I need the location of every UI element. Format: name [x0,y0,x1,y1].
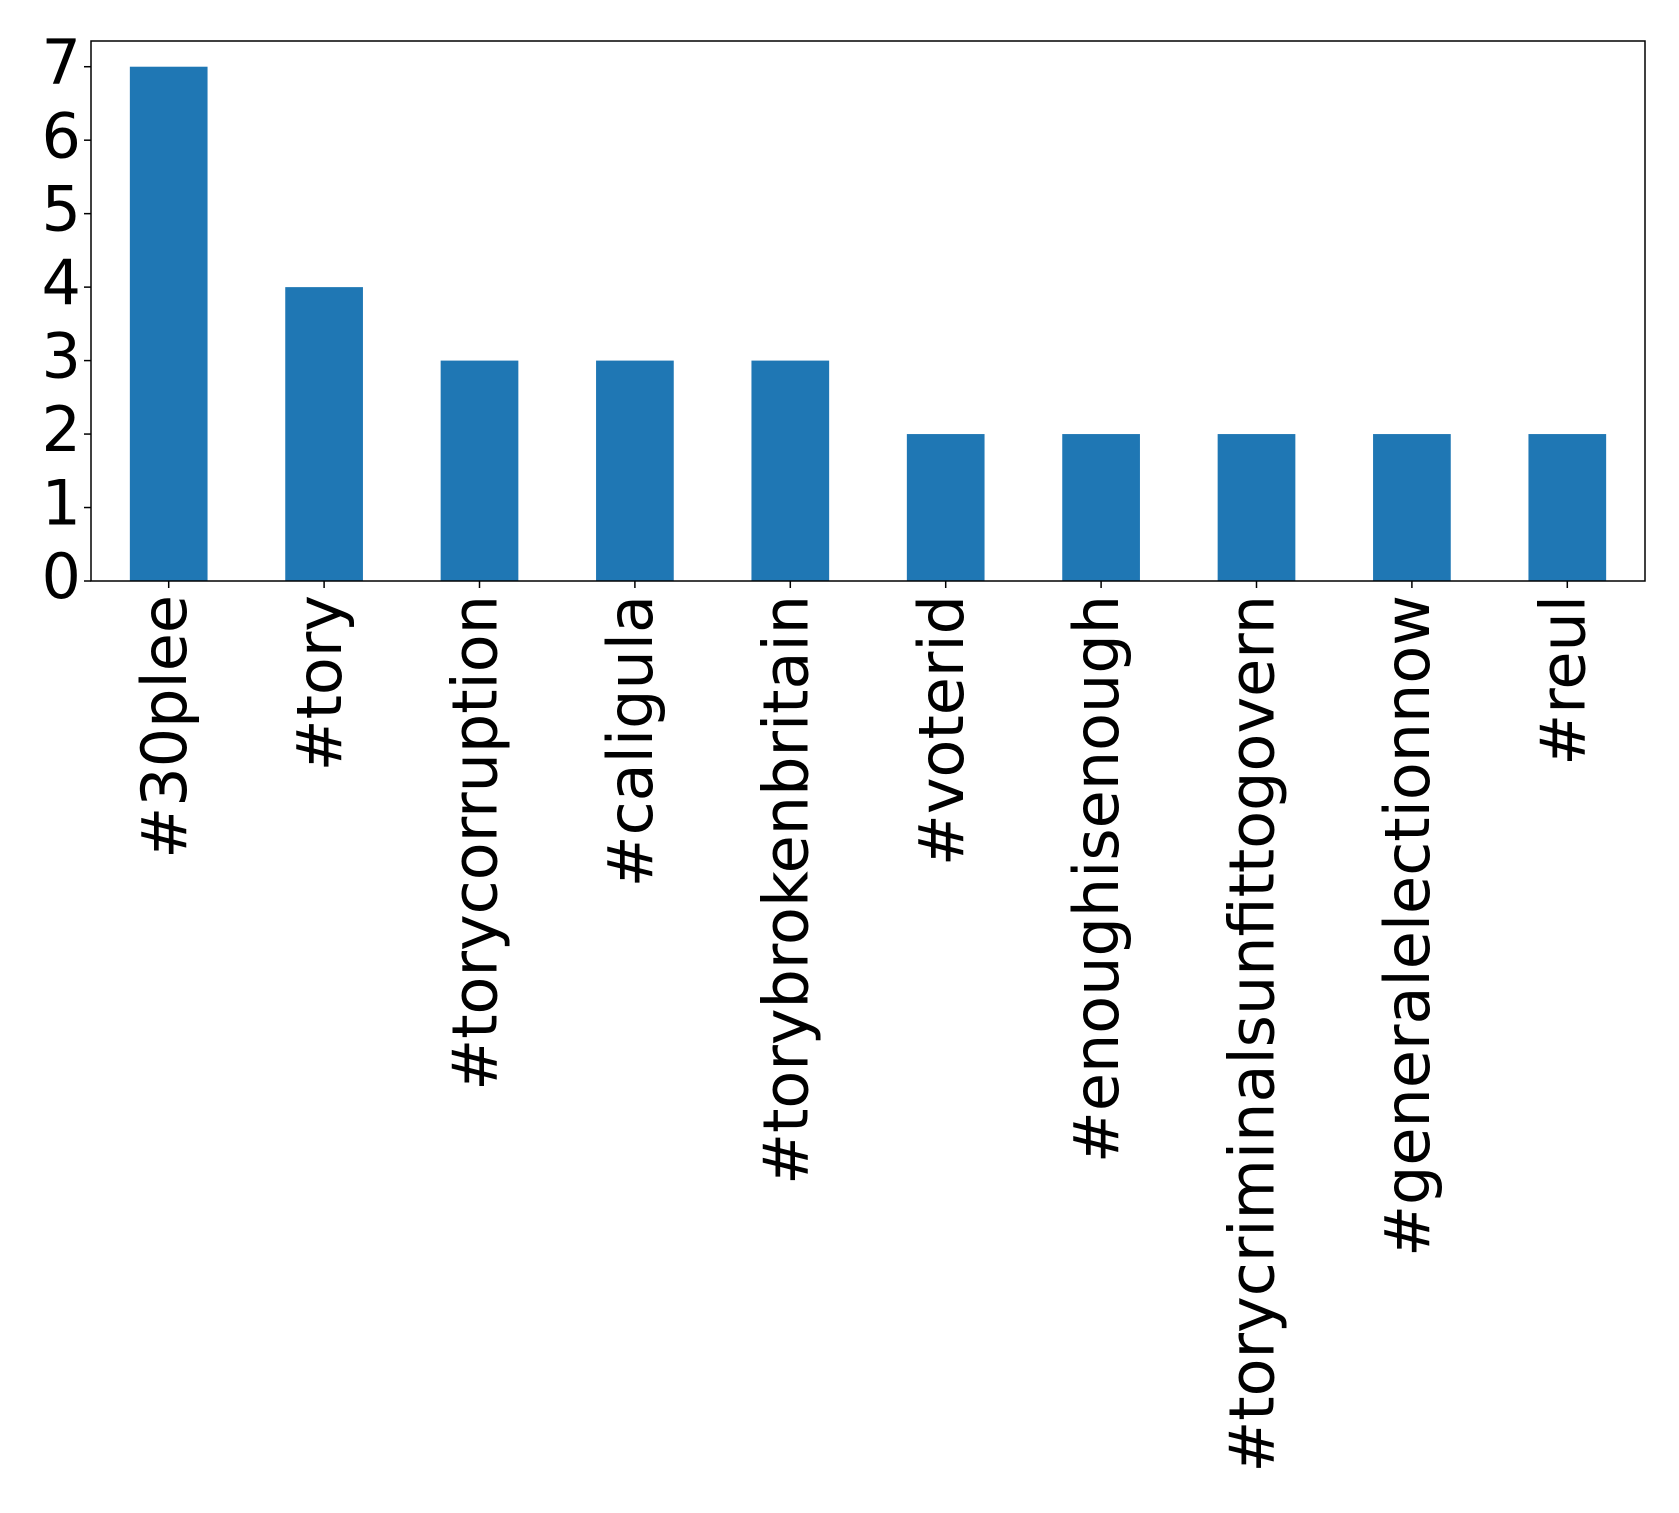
x-tick-label: #30plee [128,595,201,859]
bar [1062,434,1140,581]
x-tick-label: #voterid [905,595,978,866]
x-tick-label: #torycriminalsunfittogovern [1216,595,1289,1473]
bar [1373,434,1451,581]
x-tick-label: #caligula [594,595,667,887]
bar [129,66,208,581]
bar [1528,434,1607,581]
x-tick-label: #reul [1526,595,1599,766]
x-tick-label: #tory [283,595,356,771]
bar [751,360,830,581]
y-tick-label: 4 [42,246,81,319]
y-tick-label: 0 [42,540,81,613]
plot-frame [90,40,1646,582]
y-tick-label: 3 [42,320,81,393]
y-tick-label: 6 [42,99,81,172]
bar [285,287,363,581]
y-tick-label: 2 [42,393,81,466]
x-tick-label: #torybrokenbritain [749,595,822,1185]
y-tick-label: 7 [42,26,81,99]
bar [1217,434,1296,581]
bar [906,434,985,581]
x-tick-label: #torycorruption [439,595,512,1091]
x-tick-label: #generalelectionnow [1371,595,1444,1257]
y-tick-label: 5 [42,173,81,246]
y-tick-label: 1 [42,467,81,540]
bar [440,360,519,581]
bar [596,360,674,581]
x-tick-label: #enoughisenough [1060,595,1133,1163]
